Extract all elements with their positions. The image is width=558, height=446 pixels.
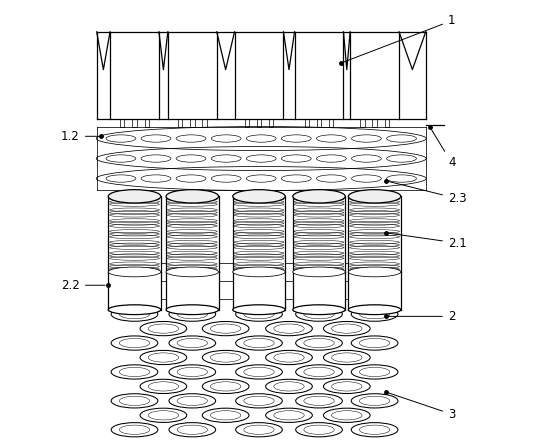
Text: 2.2: 2.2 — [61, 279, 105, 292]
Ellipse shape — [233, 190, 285, 203]
Ellipse shape — [108, 267, 161, 277]
Bar — [203, 119, 207, 127]
Bar — [132, 119, 137, 127]
Ellipse shape — [293, 305, 345, 314]
Ellipse shape — [166, 305, 219, 314]
Bar — [360, 119, 364, 127]
Ellipse shape — [108, 305, 161, 314]
Bar — [329, 119, 334, 127]
Bar — [372, 119, 377, 127]
Ellipse shape — [233, 305, 285, 314]
Text: 1: 1 — [344, 14, 455, 62]
Bar — [244, 119, 249, 127]
Bar — [384, 119, 389, 127]
Ellipse shape — [348, 305, 401, 314]
Text: 2.3: 2.3 — [388, 182, 466, 205]
Bar — [269, 119, 273, 127]
Bar — [120, 119, 124, 127]
Ellipse shape — [166, 190, 219, 203]
Ellipse shape — [348, 267, 401, 277]
Text: 3: 3 — [388, 393, 455, 421]
Text: 4: 4 — [431, 130, 455, 169]
Bar — [317, 119, 321, 127]
Ellipse shape — [233, 267, 285, 277]
Ellipse shape — [166, 267, 219, 277]
Text: 2: 2 — [388, 310, 455, 323]
Bar — [257, 119, 261, 127]
Bar — [178, 119, 182, 127]
Ellipse shape — [348, 190, 401, 203]
Bar — [145, 119, 149, 127]
Bar — [190, 119, 195, 127]
Ellipse shape — [293, 190, 345, 203]
Ellipse shape — [108, 190, 161, 203]
Bar — [305, 119, 309, 127]
Text: 2.1: 2.1 — [388, 233, 466, 249]
Text: 1.2: 1.2 — [61, 130, 98, 143]
Ellipse shape — [293, 267, 345, 277]
